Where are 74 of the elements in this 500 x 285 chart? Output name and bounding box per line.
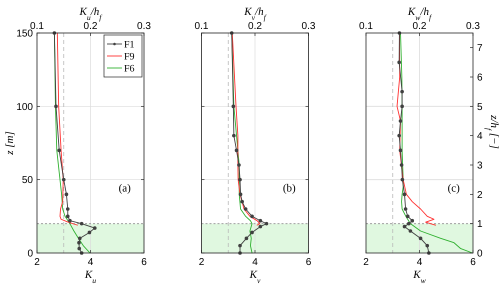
point [238,244,242,248]
point [408,229,412,233]
x2-tick-label: 0.3 [466,21,480,32]
point [418,236,422,240]
point [244,207,248,211]
point [238,178,242,182]
x2-tick-label: 0.1 [194,21,209,32]
x2-axis-title: K$_{w}$/h$_{f}$ [406,6,433,22]
point [397,134,401,138]
point [244,236,248,240]
x-tick-label: 2 [198,257,205,268]
legend-label: F1 [124,40,135,50]
point [232,134,236,138]
y-tick-label: 100 [16,102,34,113]
annotation: (c) [448,182,460,194]
x-axis-title: K$_{u}$ [84,269,96,284]
point [407,222,411,226]
point [400,178,404,182]
point [406,214,410,218]
y2-tick-label: 7 [477,43,483,54]
point [402,192,406,196]
point [240,200,244,204]
x2-axis-title: K$_{v}$/h$_{f}$ [243,6,268,22]
point [250,214,254,218]
annotation: (b) [282,182,296,194]
y-tick-label: 0 [27,248,34,260]
x-tick-label: 4 [252,257,258,268]
point [397,60,401,64]
point [410,218,414,223]
y2-tick-label: 6 [477,72,483,84]
x-tick-label: 6 [306,257,312,268]
x2-tick-label: 0.1 [359,21,374,32]
x2-axis-title: K$_{u}$/h$_{f}$ [78,6,104,22]
y-axis-title: z [m] [4,131,16,156]
x-tick-label: 4 [416,257,423,268]
x-tick-label: 6 [141,257,148,268]
point [258,224,262,228]
x-axis-title: K$_{v}$ [248,269,261,284]
x2-tick-label: 0.3 [302,21,316,32]
x-tick-label: 2 [34,257,40,268]
y2-tick-label: 1 [477,219,483,230]
point [258,218,262,223]
point [398,119,402,123]
legend-label: F6 [124,64,135,74]
x-tick-label: 6 [470,257,476,268]
point [237,163,241,167]
point [425,244,430,248]
y2-tick-label: 5 [477,102,483,113]
x2-tick-label: 0.2 [412,21,427,32]
point [400,163,404,167]
x-axis-title: K$_{w}$ [412,269,427,284]
x-tick-label: 4 [88,257,94,268]
y2-tick-label: 0 [477,248,483,260]
point [264,222,268,226]
x2-tick-label: 0.2 [248,21,262,32]
y-tick-label: 50 [22,175,34,186]
annotation: (a) [118,182,132,194]
point [398,148,402,152]
x-tick-label: 2 [363,257,370,268]
x2-tick-label: 0.2 [84,21,98,32]
y2-tick-label: 4 [477,131,483,142]
point [404,207,408,211]
legend-label: F9 [124,52,135,62]
point [250,230,254,234]
point [232,104,236,108]
y2-tick-label: 3 [477,160,483,172]
x2-tick-label: 0.3 [137,21,152,32]
point [400,90,404,94]
point [402,224,406,228]
point [238,192,242,196]
y2-tick-label: 2 [477,190,483,201]
point [234,148,238,152]
y-tick-label: 150 [16,28,34,40]
point [400,104,404,108]
